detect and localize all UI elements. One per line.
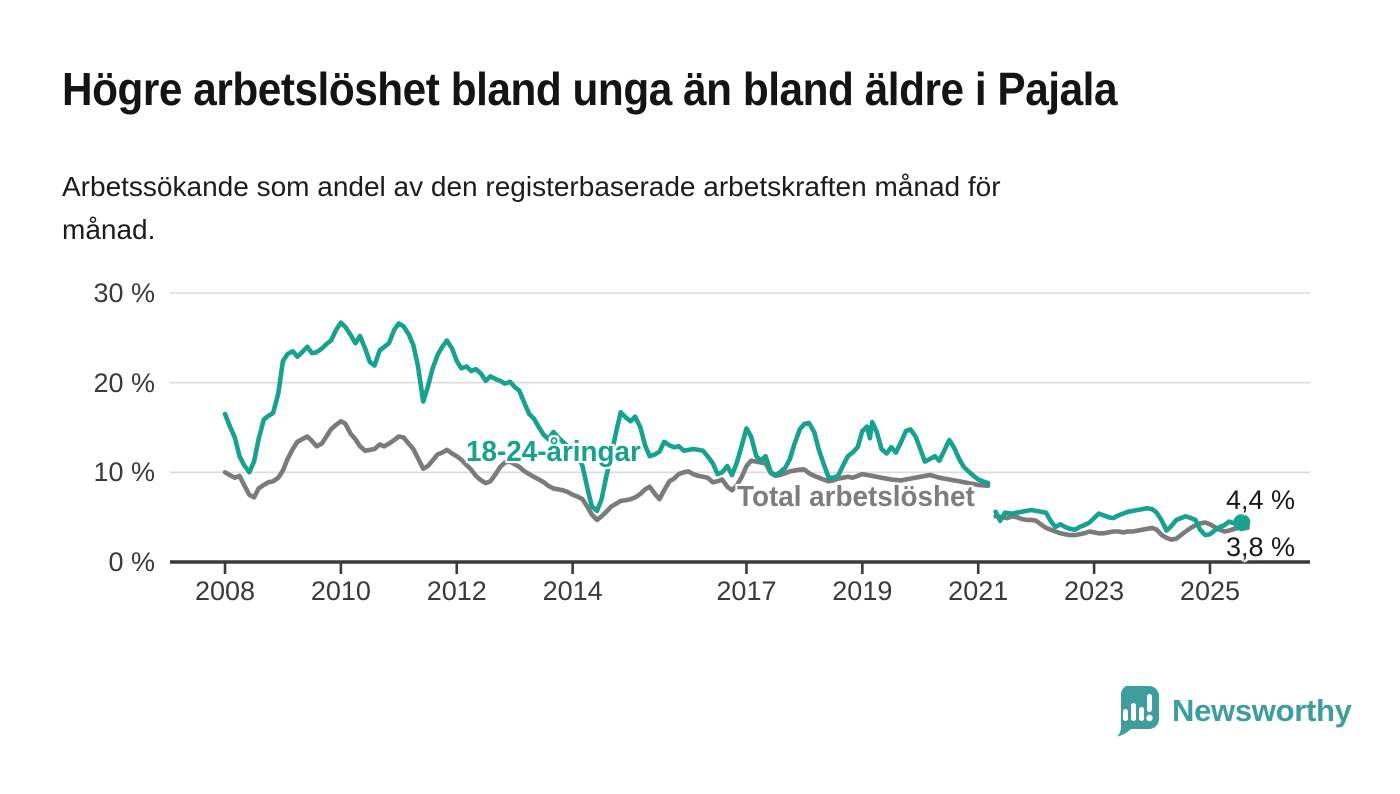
- x-tick-label: 2017: [716, 576, 777, 606]
- newsworthy-wordmark: Newsworthy: [1172, 693, 1352, 728]
- y-tick-label: 20 %: [93, 367, 155, 398]
- newsworthy-logo: Newsworthy: [1114, 686, 1352, 737]
- x-tick-label: 2010: [310, 576, 371, 606]
- chart-subtitle: Arbetssökande som andel av den registerb…: [62, 165, 1312, 251]
- x-tick-label: 2019: [832, 576, 893, 606]
- end-value-label-total: 3,8 %: [1226, 532, 1296, 562]
- page-title: Högre arbetslöshet bland unga än bland ä…: [62, 63, 1118, 115]
- series-line-0: [222, 418, 991, 523]
- subtitle-line-1: Arbetssökande som andel av den registerb…: [62, 171, 1001, 202]
- x-tick-label: 2008: [194, 576, 256, 606]
- subtitle-line-2: månad.: [62, 214, 156, 245]
- series-line-1: [222, 320, 991, 514]
- speech-bubble-bar-chart-icon: [1117, 686, 1159, 737]
- y-tick-label: 0 %: [108, 547, 155, 577]
- x-tick-label: 2012: [426, 576, 487, 606]
- x-tick-label: 2025: [1179, 576, 1240, 606]
- series-label-total: Total arbetslöshet: [737, 481, 975, 513]
- series-label-young: 18-24-åringar: [466, 436, 641, 468]
- x-tick-label: 2014: [542, 576, 603, 606]
- end-value-label-young: 4,4 %: [1226, 485, 1296, 515]
- y-tick-label: 10 %: [93, 457, 155, 488]
- series-line-1: [993, 505, 1245, 538]
- x-tick-label: 2023: [1064, 576, 1125, 606]
- y-tick-label: 30 %: [93, 277, 155, 308]
- series-end-dot: [1233, 514, 1251, 532]
- x-tick-label: 2021: [948, 576, 1009, 606]
- series-line-0: [993, 513, 1250, 542]
